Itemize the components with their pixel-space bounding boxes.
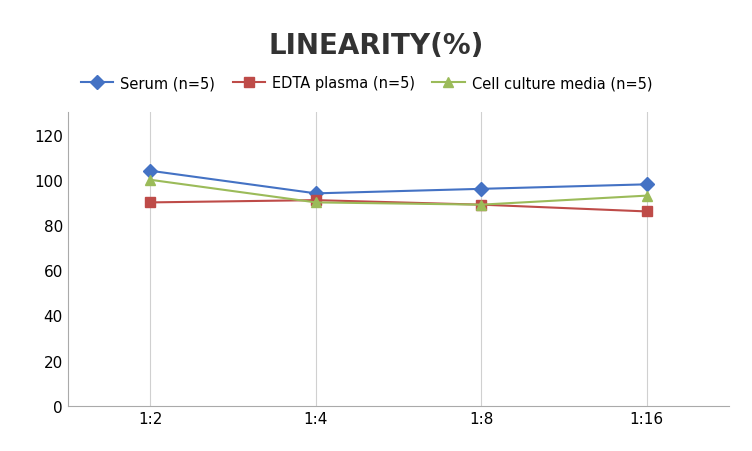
Legend: Serum (n=5), EDTA plasma (n=5), Cell culture media (n=5): Serum (n=5), EDTA plasma (n=5), Cell cul… — [75, 70, 658, 97]
Text: LINEARITY(%): LINEARITY(%) — [268, 32, 484, 60]
